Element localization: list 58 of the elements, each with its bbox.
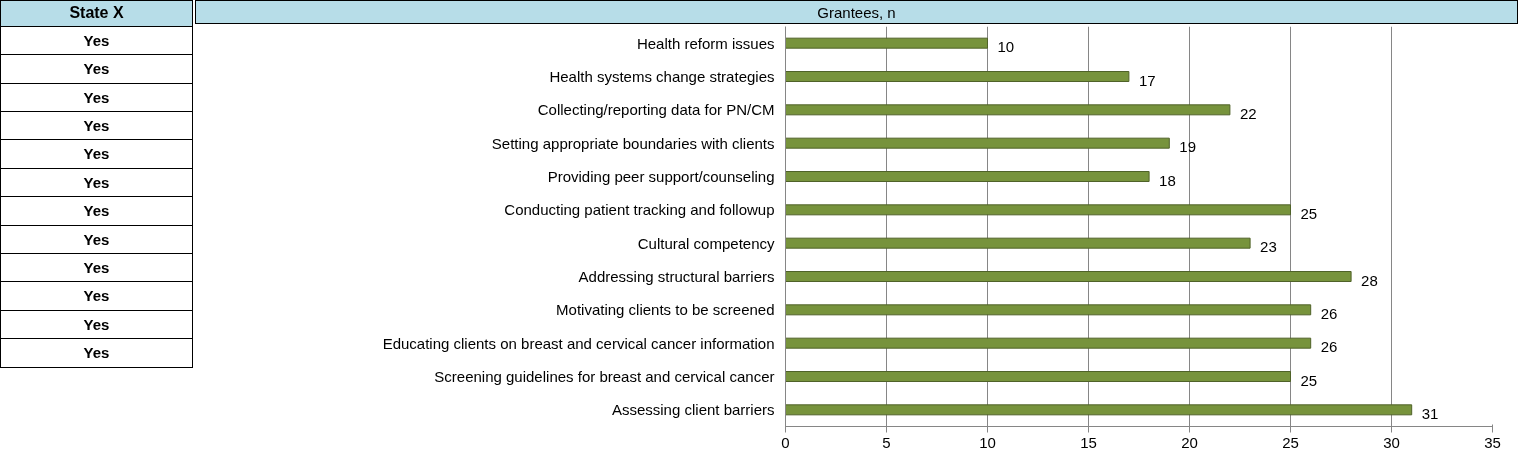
bar [785,304,1312,316]
bar [785,271,1352,282]
text: Yes [0,253,193,282]
bar [785,71,1130,82]
data-label: 10 [997,38,1015,56]
y-tick-label: Collecting/reporting data for PN/CM [537,101,775,119]
y-tick-label: Educating clients on breast and cervical cancer information [382,334,775,352]
x-axis-title: Grantees, n [195,0,1518,24]
x-tick-label: 30 [1383,433,1400,451]
text: State X [0,0,193,27]
x-tick-label: 0 [781,433,790,451]
text: Yes [0,26,193,55]
y-tick-label: Screening guidelines for breast and cervical cancer [434,368,775,385]
y-tick-label: Health reform issues [636,34,775,52]
bar [785,204,1291,216]
data-label: 31 [1421,404,1439,422]
y-tick-label: Cultural competency [637,234,775,252]
text: Yes [0,54,193,84]
data-label: 23 [1260,238,1277,256]
text: Yes [0,111,193,140]
data-label: 17 [1138,71,1156,89]
x-tick-label: 25 [1282,433,1299,451]
text: Yes [0,281,193,311]
text: Yes [0,168,193,197]
text: Yes [0,338,193,368]
text: Yes [0,83,193,112]
y-tick-label: Health systems change strategies [549,68,775,85]
y-tick-label: Providing peer support/counseling [547,168,775,185]
text: Yes [0,225,193,254]
x-tick-label: 5 [882,433,891,451]
text: Yes [0,310,193,339]
bar [785,237,1251,249]
bar [785,337,1312,349]
text: Yes [0,196,193,226]
data-label: 18 [1159,171,1176,189]
data-label: 26 [1320,304,1338,322]
bar [785,137,1170,149]
y-tick-label: Motivating clients to be screened [556,301,775,319]
x-tick-label: 20 [1181,433,1198,451]
data-label: 22 [1239,104,1257,122]
data-label: 28 [1361,271,1378,289]
bar [785,371,1291,382]
y-tick-label: Conducting patient tracking and followup [504,201,775,219]
y-tick-label: Setting appropriate boundaries with clients [491,134,775,152]
bar [785,37,988,49]
y-tick-label: Addressing structural barriers [578,268,775,285]
x-tick-label: 15 [1080,433,1097,451]
data-label: 19 [1179,138,1196,156]
y-tick-label: Assessing client barriers [611,401,775,419]
x-tick-label: 10 [979,433,996,451]
bar [785,404,1413,416]
data-label: 26 [1320,338,1338,356]
x-tick-label: 35 [1484,433,1501,451]
data-label: 25 [1300,204,1318,222]
bar [785,171,1150,182]
text: Yes [0,139,193,169]
data-label: 25 [1300,371,1318,389]
bar [785,104,1231,116]
